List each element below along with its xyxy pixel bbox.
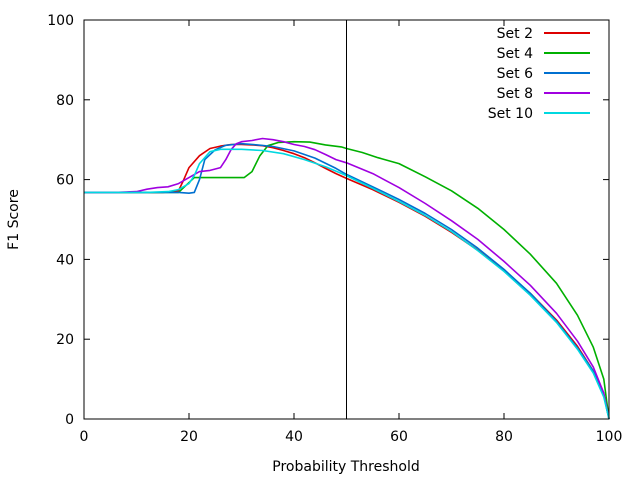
x-tick-label: 0 (80, 429, 89, 445)
y-tick-label: 100 (47, 13, 74, 29)
legend-label: Set 2 (497, 26, 533, 42)
series-line-set-4 (84, 140, 610, 420)
y-tick-label: 60 (56, 173, 74, 189)
legend-label: Set 4 (497, 46, 533, 62)
y-tick-label: 40 (56, 252, 74, 268)
x-tick-label: 20 (180, 429, 198, 445)
y-tick-label: 0 (65, 412, 74, 428)
legend-label: Set 10 (488, 106, 533, 122)
y-axis-label: F1 Score (6, 189, 22, 250)
series-line-set-6 (84, 142, 610, 420)
x-axis-label: Probability Threshold (272, 459, 419, 475)
axis-ticks-group: 0 20 40 60 80 100 0 20 40 60 80 100 (47, 13, 622, 445)
plot-frame (83, 19, 610, 420)
y-tick-label: 80 (56, 93, 74, 109)
series-line-set-10 (84, 148, 610, 420)
legend-label: Set 8 (497, 86, 533, 102)
series-line-set-8 (84, 137, 610, 420)
x-tick-label: 60 (390, 429, 408, 445)
plot-series-group (84, 137, 610, 420)
x-tick-label: 80 (495, 429, 513, 445)
legend: Set 2 Set 4 Set 6 Set 8 Set 10 (488, 26, 590, 122)
y-tick-label: 20 (56, 332, 74, 348)
x-tick-label: 40 (285, 429, 303, 445)
x-tick-label: 100 (596, 429, 623, 445)
legend-label: Set 6 (497, 66, 533, 82)
